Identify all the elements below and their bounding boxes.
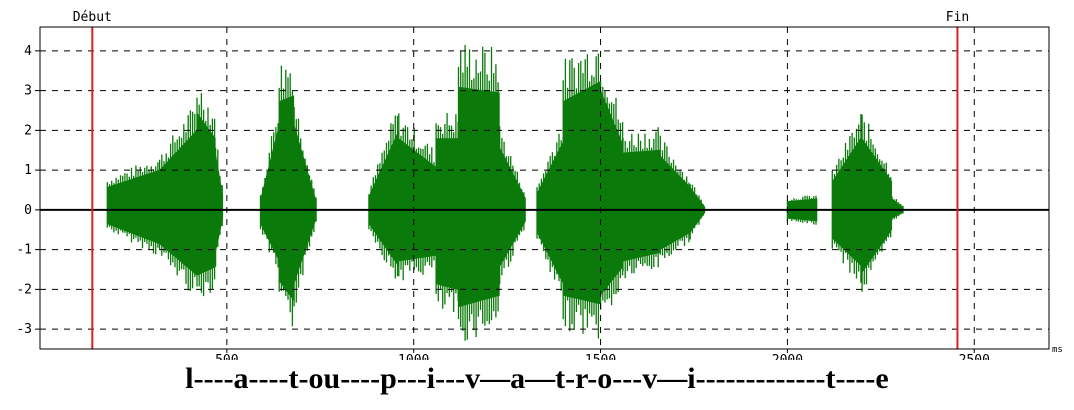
waveform-segment	[831, 114, 863, 283]
waveform-segment	[536, 133, 564, 291]
marker-label-debut: Début	[73, 10, 112, 25]
waveform-spikes	[196, 93, 216, 297]
waveform-spikes	[861, 114, 892, 292]
x-tick-label: 1500	[585, 353, 616, 360]
y-tick-label: 1	[24, 163, 32, 178]
x-axis: 500 1000 1500 2000 2500	[215, 349, 990, 360]
x-tick-label: 2000	[772, 353, 803, 360]
waveform-segment	[368, 115, 399, 279]
waveform-segment	[278, 65, 295, 327]
waveform-segment	[861, 114, 892, 292]
y-tick-label: 3	[24, 84, 32, 99]
x-tick-label: 1000	[398, 353, 429, 360]
waveform-body	[623, 149, 661, 262]
grid-lines	[40, 27, 1049, 349]
waveform-spikes	[457, 45, 499, 341]
waveform-segment	[196, 93, 216, 297]
waveform-spikes	[278, 65, 294, 327]
waveform-spikes	[158, 110, 196, 291]
waveform-spikes	[562, 53, 600, 339]
waveform-spikes	[214, 147, 223, 267]
waveform-segment	[622, 127, 661, 279]
waveform-segment	[599, 80, 624, 310]
y-tick-label: -1	[16, 243, 32, 258]
waveform-spikes	[659, 135, 690, 258]
waveform-body	[398, 138, 437, 262]
waveform-segment	[214, 147, 224, 267]
waveform-chart: Début Fin 4 3 2 1 0 -1 -2 -3 500 1000 1500 2000 2500…	[16, 10, 1063, 360]
waveform-segment	[293, 107, 317, 307]
x-axis-unit-label: ms	[1052, 345, 1063, 355]
y-tick-label: 4	[24, 44, 32, 59]
y-tick-label: 0	[24, 203, 32, 218]
y-tick-label: 2	[24, 123, 32, 138]
waveform-body	[159, 129, 197, 276]
waveform-segment	[562, 53, 601, 339]
waveform-segment	[259, 123, 280, 268]
waveform-segment	[457, 45, 500, 341]
event-markers: Début Fin	[73, 10, 969, 349]
plot-frame	[39, 26, 1050, 350]
y-axis: 4 3 2 1 0 -1 -2 -3	[16, 44, 40, 337]
x-tick-label: 500	[215, 353, 238, 360]
waveform-spikes	[259, 123, 279, 268]
waveform-segment	[106, 162, 160, 255]
waveform-segment	[659, 135, 691, 258]
waveform-body	[563, 81, 601, 305]
waveform-segment	[435, 113, 459, 312]
waveform-segment	[891, 196, 904, 221]
waveform-spikes	[689, 184, 705, 240]
x-tick-label: 2500	[959, 353, 990, 360]
waveform-segment	[158, 110, 197, 291]
y-tick-label: -2	[16, 282, 32, 297]
waveform-segment	[499, 126, 526, 285]
phonetic-transcription: l----a----t-ou----p---i---v—a—t-r-o---v—…	[185, 362, 889, 395]
waveform-series	[106, 45, 904, 341]
y-tick-label: -3	[16, 322, 32, 337]
marker-label-fin: Fin	[946, 10, 969, 25]
waveform-segment	[689, 184, 706, 240]
waveform-segment	[398, 113, 437, 281]
